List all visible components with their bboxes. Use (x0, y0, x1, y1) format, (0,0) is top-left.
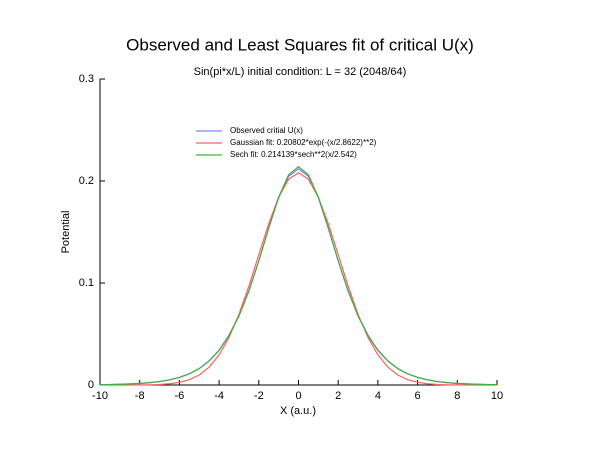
series-line (100, 172, 497, 386)
x-tick-label: 8 (454, 390, 460, 402)
legend-label: Observed critial U(x) (230, 126, 303, 135)
x-tick-label: -8 (135, 390, 145, 402)
chart-subtitle: Sin(pi*x/L) initial condition: L = 32 (2… (194, 66, 407, 78)
y-tick-label: 0.2 (79, 175, 94, 187)
series-line (99, 168, 498, 386)
x-tick-label: 2 (335, 390, 341, 402)
y-tick-label: 0.3 (79, 73, 94, 85)
y-axis-label: Potential (60, 211, 72, 254)
x-tick-label: -10 (92, 390, 108, 402)
x-tick-label: 0 (295, 390, 301, 402)
chart-title: Observed and Least Squares fit of critic… (126, 35, 474, 54)
x-tick-label: 4 (375, 390, 381, 402)
legend-label: Gaussian fit: 0.20802*exp(-(x/2.8622)**2… (230, 138, 377, 147)
x-tick-label: -2 (254, 390, 264, 402)
x-tick-label: -4 (214, 390, 224, 402)
x-tick-label: 6 (415, 390, 421, 402)
y-tick-label: 0.1 (79, 277, 94, 289)
x-tick-label: 10 (491, 390, 503, 402)
x-axis-label: X (a.u.) (280, 405, 316, 417)
series-line (99, 165, 498, 386)
x-tick-label: -6 (175, 390, 185, 402)
legend-label: Sech fit: 0.214139*sech**2(x/2.542) (230, 150, 357, 159)
y-tick-label: 0 (88, 379, 94, 391)
